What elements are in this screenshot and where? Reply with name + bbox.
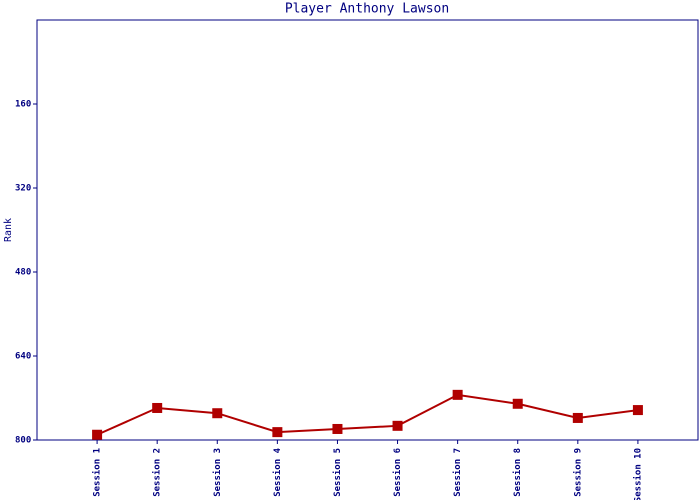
y-tick-label: 160 [15,100,31,110]
series-line [96,393,639,436]
y-tick-label: 640 [15,352,31,362]
y-axis-label: Rank [3,218,14,242]
data-point [632,405,643,416]
x-tick-label: Session 6 [392,448,403,497]
plot-frame [36,19,699,441]
data-point [92,429,103,440]
x-tick-label: Session 9 [572,448,583,497]
y-tick-label: 320 [15,184,31,194]
x-tick-label: Session 4 [272,447,283,496]
x-tick-label: Session 10 [632,448,643,500]
data-point [452,389,463,400]
x-tick-label: Session 3 [212,448,223,497]
data-point [392,420,403,431]
x-tick-label: Session 2 [152,448,163,497]
data-point [272,427,283,438]
data-point [512,398,523,409]
x-tick-label: Session 5 [332,448,343,497]
data-point [572,412,583,423]
data-point [152,402,163,413]
x-tick-label: Session 1 [92,448,103,497]
data-point [332,423,343,434]
chart-title: Player Anthony Lawson [285,2,449,17]
y-tick-label: 480 [15,268,31,278]
x-tick-label: Session 8 [512,448,523,497]
x-tick-label: Session 7 [452,448,463,497]
y-tick-label: 800 [15,436,31,446]
data-point [212,408,223,419]
